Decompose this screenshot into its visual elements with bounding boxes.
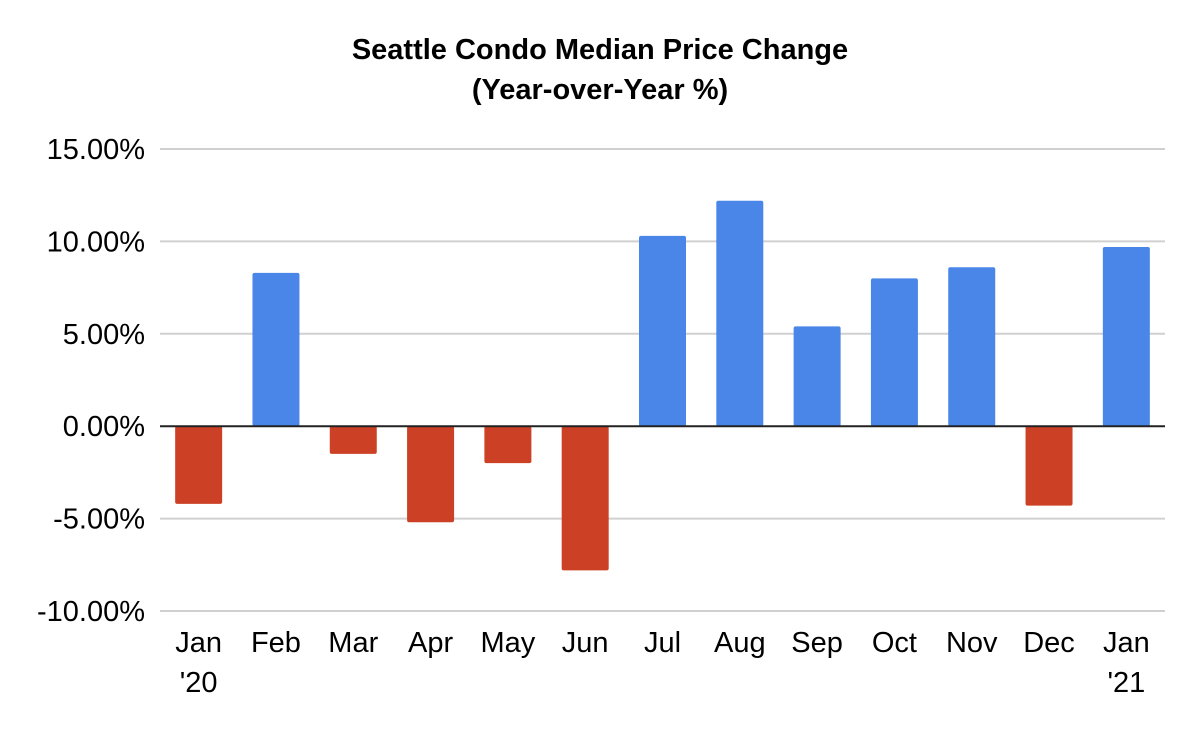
bar <box>793 326 841 427</box>
bar <box>252 272 300 427</box>
x-tick-label: Sep <box>791 627 843 659</box>
bar <box>484 426 532 464</box>
y-tick-label: 15.00% <box>47 134 145 166</box>
x-tick-label: Jan <box>175 627 222 659</box>
bar <box>1102 246 1150 427</box>
bar <box>948 267 996 427</box>
x-tick-label: Mar <box>328 627 378 659</box>
x-tick-label: Aug <box>714 627 766 659</box>
x-tick-label: Apr <box>408 627 453 659</box>
x-tick-label: Dec <box>1023 627 1075 659</box>
x-tick-label: Oct <box>872 627 917 659</box>
bar <box>1025 426 1073 506</box>
y-tick-label: 0.00% <box>63 411 145 443</box>
chart-title: Seattle Condo Median Price Change (Year-… <box>0 30 1200 110</box>
bar <box>639 235 686 427</box>
x-tick-label: Jan <box>1103 627 1150 659</box>
x-tick-label: '21 <box>1107 667 1145 699</box>
bar <box>561 426 609 571</box>
y-tick-label: 10.00% <box>47 226 145 258</box>
x-tick-label: Feb <box>251 627 301 659</box>
y-tick-label: 5.00% <box>63 319 145 351</box>
chart-subtitle-text: (Year-over-Year %) <box>471 74 729 106</box>
x-tick-label: Nov <box>946 627 998 659</box>
x-tick-label: Jul <box>644 627 681 659</box>
y-tick-label: -5.00% <box>53 504 145 536</box>
y-tick-label: -10.00% <box>37 596 145 628</box>
bar <box>407 426 455 523</box>
bar <box>870 278 918 427</box>
chart-title-text: Seattle Condo Median Price Change <box>351 34 849 66</box>
x-tick-label: Jun <box>562 627 609 659</box>
bar <box>329 426 377 454</box>
x-tick-label: May <box>480 627 535 659</box>
x-tick-label: '20 <box>180 667 218 699</box>
bar <box>175 426 223 504</box>
bar <box>716 200 764 427</box>
